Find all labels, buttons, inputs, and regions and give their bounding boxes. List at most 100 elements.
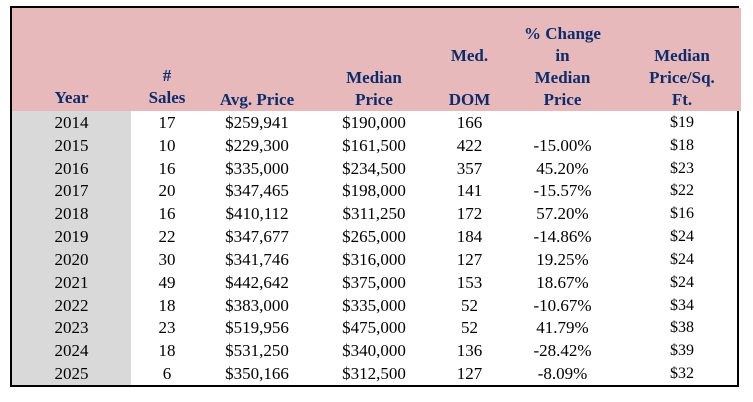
cell-ppsf: $24 xyxy=(670,250,694,268)
cell-ppsf: $16 xyxy=(670,205,694,223)
cell-median-price: $375,000 xyxy=(342,272,406,292)
cell-year: 2017 xyxy=(12,179,131,203)
cell-year: 2020 xyxy=(12,247,131,271)
cell-year: 2016 xyxy=(12,156,131,180)
header-avg-price: Avg. Price xyxy=(203,8,311,111)
cell-year: 2018 xyxy=(12,202,131,226)
cell-dom: 422 xyxy=(456,135,483,155)
cell-dom: 153 xyxy=(456,272,483,292)
cell-median-price: $265,000 xyxy=(342,227,406,247)
cell-dom: 357 xyxy=(456,158,483,178)
cell-avg-price: $410,112 xyxy=(225,204,289,224)
cell-avg-price: $335,000 xyxy=(225,158,289,178)
cell-dom: 127 xyxy=(456,364,483,384)
cell-ppsf: $38 xyxy=(670,319,694,337)
cell-dom: 52 xyxy=(461,318,478,338)
table-row: 2025 6 $350,166 $312,500 127 -8.09% $32 xyxy=(12,362,741,385)
cell-ppsf: $18 xyxy=(670,136,694,154)
cell-dom: 166 xyxy=(456,112,483,132)
cell-sales: 17 xyxy=(158,112,176,132)
cell-pct-change xyxy=(502,111,623,134)
cell-avg-price: $259,941 xyxy=(225,112,289,132)
table-row: 2015 10 $229,300 $161,500 422 -15.00% $18 xyxy=(12,133,741,157)
cell-dom: 184 xyxy=(456,227,483,247)
cell-pct-change: -10.67% xyxy=(533,295,592,315)
cell-avg-price: $347,677 xyxy=(225,227,289,247)
cell-median-price: $340,000 xyxy=(342,341,406,361)
cell-avg-price: $519,956 xyxy=(225,318,289,338)
cell-sales: 20 xyxy=(158,181,176,201)
table-row: 2014 17 $259,941 $190,000 166 $19 xyxy=(12,111,741,134)
cell-pct-change: -15.00% xyxy=(533,135,592,155)
cell-ppsf: $22 xyxy=(670,182,694,200)
sales-history-table: Year # Sales Avg. Price Median Price Med… xyxy=(10,6,741,387)
cell-ppsf: $39 xyxy=(670,342,694,360)
cell-ppsf: $24 xyxy=(670,228,694,246)
cell-avg-price: $383,000 xyxy=(225,295,289,315)
header-row: Year # Sales Avg. Price Median Price Med… xyxy=(12,8,741,111)
cell-median-price: $190,000 xyxy=(342,112,406,132)
cell-dom: 127 xyxy=(456,249,483,269)
cell-pct-change: -14.86% xyxy=(533,227,592,247)
cell-avg-price: $442,642 xyxy=(225,272,289,292)
cell-pct-change: -15.57% xyxy=(533,181,592,201)
cell-median-price: $198,000 xyxy=(342,181,406,201)
cell-median-price: $312,500 xyxy=(342,364,406,384)
cell-median-price: $475,000 xyxy=(342,318,406,338)
cell-ppsf: $34 xyxy=(670,296,694,314)
cell-pct-change: 18.67% xyxy=(536,272,589,292)
cell-avg-price: $229,300 xyxy=(225,135,289,155)
cell-sales: 23 xyxy=(158,318,176,338)
cell-ppsf: $23 xyxy=(670,159,694,177)
cell-median-price: $316,000 xyxy=(342,249,406,269)
table-body: 2014 17 $259,941 $190,000 166 $19 2015 10 $229,3… xyxy=(12,111,741,385)
header-pct-change: % Change in Median Price xyxy=(502,8,623,111)
cell-median-price: $311,250 xyxy=(342,204,406,224)
table-header: Year # Sales Avg. Price Median Price Med… xyxy=(12,8,741,111)
cell-year: 2025 xyxy=(12,362,131,385)
cell-median-price: $161,500 xyxy=(342,135,406,155)
cell-sales: 49 xyxy=(158,272,176,292)
table-row: 2018 16 $410,112 $311,250 172 57.20% $16 xyxy=(12,202,741,226)
cell-sales: 16 xyxy=(158,204,176,224)
table-row: 2017 20 $347,465 $198,000 141 -15.57% $22 xyxy=(12,179,741,203)
table-row: 2016 16 $335,000 $234,500 357 45.20% $23 xyxy=(12,156,741,180)
header-med-dom: Med. DOM xyxy=(437,8,502,111)
cell-pct-change: 41.79% xyxy=(536,318,589,338)
cell-ppsf: $19 xyxy=(670,113,694,131)
cell-year: 2024 xyxy=(12,339,131,363)
cell-sales: 18 xyxy=(158,341,176,361)
table-row: 2021 49 $442,642 $375,000 153 18.67% $24 xyxy=(12,270,741,294)
cell-pct-change: 19.25% xyxy=(536,249,589,269)
header-sales: # Sales xyxy=(131,8,203,111)
cell-avg-price: $350,166 xyxy=(225,364,289,384)
cell-sales: 18 xyxy=(158,295,176,315)
cell-pct-change: 45.20% xyxy=(536,158,589,178)
header-median-price: Median Price xyxy=(311,8,437,111)
cell-avg-price: $341,746 xyxy=(225,249,289,269)
header-median-ppsf: Median Price/Sq. Ft. xyxy=(623,8,741,111)
cell-avg-price: $531,250 xyxy=(225,341,289,361)
cell-sales: 10 xyxy=(158,135,176,155)
cell-sales: 22 xyxy=(158,227,176,247)
cell-ppsf: $24 xyxy=(670,273,694,291)
cell-dom: 136 xyxy=(456,341,483,361)
header-year: Year xyxy=(12,8,131,111)
cell-median-price: $234,500 xyxy=(342,158,406,178)
data-table: Year # Sales Avg. Price Median Price Med… xyxy=(12,8,741,385)
table-row: 2024 18 $531,250 $340,000 136 -28.42% $39 xyxy=(12,339,741,363)
cell-pct-change: -8.09% xyxy=(537,364,588,384)
cell-year: 2021 xyxy=(12,270,131,294)
cell-avg-price: $347,465 xyxy=(225,181,289,201)
cell-dom: 52 xyxy=(461,295,478,315)
cell-dom: 141 xyxy=(456,181,483,201)
cell-pct-change: -28.42% xyxy=(533,341,592,361)
table-row: 2022 18 $383,000 $335,000 52 -10.67% $34 xyxy=(12,293,741,317)
cell-dom: 172 xyxy=(456,204,483,224)
cell-year: 2023 xyxy=(12,316,131,340)
cell-year: 2015 xyxy=(12,133,131,157)
cell-median-price: $335,000 xyxy=(342,295,406,315)
cell-sales: 30 xyxy=(158,249,176,269)
cell-year: 2022 xyxy=(12,293,131,317)
cell-pct-change: 57.20% xyxy=(536,204,589,224)
